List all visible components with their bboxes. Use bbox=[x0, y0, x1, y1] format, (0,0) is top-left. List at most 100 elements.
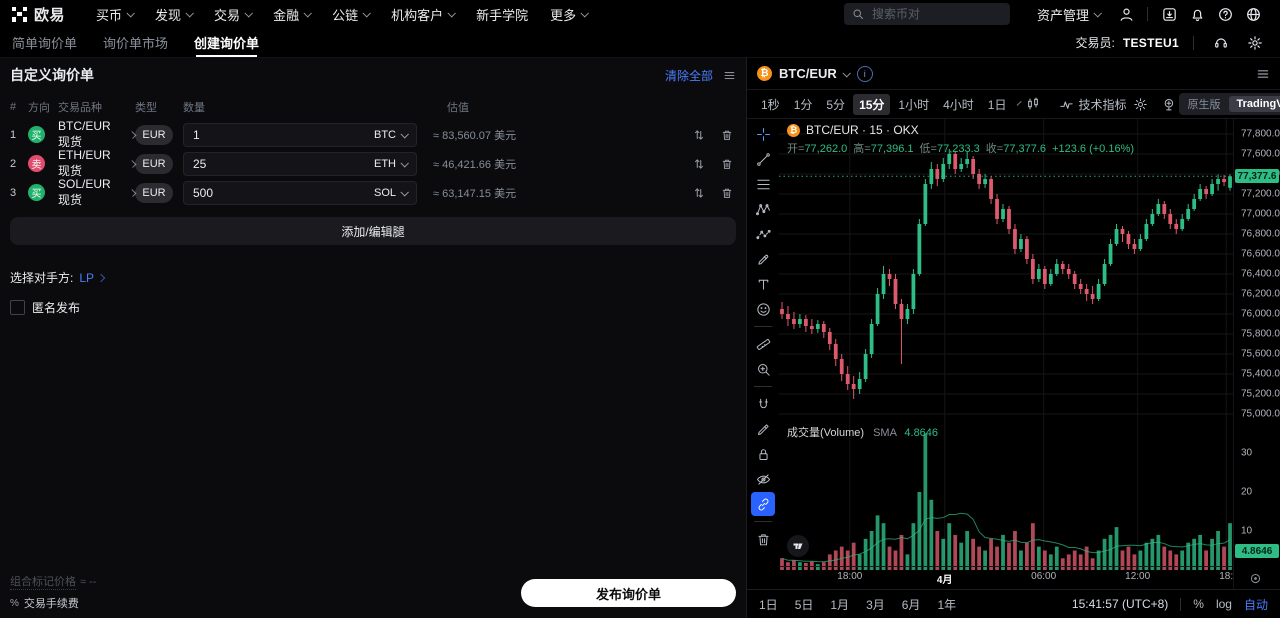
support-icon[interactable] bbox=[1208, 30, 1234, 56]
list-icon[interactable] bbox=[1256, 67, 1270, 81]
nav-item-4[interactable]: 公链 bbox=[321, 5, 380, 24]
native-version-segment[interactable]: 原生版 bbox=[1187, 99, 1221, 111]
candle-style-icon[interactable] bbox=[1025, 93, 1041, 115]
range-4[interactable]: 6月 bbox=[901, 597, 921, 612]
xabcd-pattern-icon[interactable] bbox=[751, 197, 775, 221]
range-3[interactable]: 3月 bbox=[866, 597, 885, 612]
gear-icon[interactable] bbox=[1242, 30, 1268, 56]
pair-selector[interactable]: BTC/EUR bbox=[779, 66, 851, 81]
pair-selector[interactable]: BTC/EUR 现货 bbox=[58, 119, 137, 150]
bell-icon[interactable] bbox=[1184, 1, 1210, 27]
chevron-down-icon[interactable] bbox=[1017, 100, 1023, 106]
okx-logo[interactable]: 欧易 bbox=[12, 4, 65, 25]
drawing-mode-icon[interactable] bbox=[751, 417, 775, 441]
pair-selector[interactable]: SOL/EUR 现货 bbox=[58, 177, 137, 208]
candlestick-chart[interactable] bbox=[779, 119, 1233, 570]
nav-item-6[interactable]: 新手学院 bbox=[476, 7, 529, 23]
ruler-icon[interactable] bbox=[751, 332, 775, 356]
magnet-icon[interactable] bbox=[751, 392, 775, 416]
interval-4[interactable]: 1小时 bbox=[898, 97, 930, 112]
price-axis[interactable]: 77,800.077,600.077,400.077,200.077,000.0… bbox=[1233, 119, 1280, 589]
range-0[interactable]: 1日 bbox=[759, 597, 778, 612]
scroll-to-recent-icon[interactable] bbox=[1248, 571, 1263, 586]
log-scale-button[interactable]: log bbox=[1215, 597, 1232, 611]
swap-side-icon[interactable] bbox=[692, 186, 706, 200]
trash-icon[interactable] bbox=[720, 186, 734, 200]
hide-all-icon[interactable] bbox=[751, 467, 775, 491]
trash-icon[interactable] bbox=[751, 527, 775, 551]
link-tool-icon[interactable] bbox=[751, 492, 775, 516]
price-tick: 76,200.0 bbox=[1241, 288, 1280, 300]
asset-dropdown[interactable]: BTC bbox=[374, 129, 409, 141]
interval-0[interactable]: 1秒 bbox=[761, 97, 780, 112]
leg-index: 3 bbox=[10, 186, 17, 199]
fib-lines-icon[interactable] bbox=[751, 172, 775, 196]
nav-item-2[interactable]: 交易 bbox=[203, 5, 262, 24]
counterparty-link[interactable]: LP bbox=[79, 271, 106, 285]
auto-scale-button[interactable]: 自动 bbox=[1243, 597, 1268, 612]
crosshair-icon[interactable] bbox=[751, 122, 775, 146]
lock-all-icon[interactable] bbox=[751, 442, 775, 466]
info-icon[interactable]: i bbox=[856, 65, 873, 82]
panel-menu-icon[interactable] bbox=[723, 69, 736, 82]
interval-1[interactable]: 1分 bbox=[793, 97, 813, 112]
compare-icon[interactable] bbox=[1162, 93, 1177, 115]
tradingview-logo[interactable] bbox=[787, 535, 809, 557]
swap-side-icon[interactable] bbox=[692, 157, 706, 171]
wave-pattern-icon[interactable] bbox=[751, 222, 775, 246]
nav-item-1[interactable]: 发现 bbox=[144, 5, 203, 24]
publish-rfq-button[interactable]: 发布询价单 bbox=[521, 579, 736, 607]
globe-icon[interactable] bbox=[1240, 1, 1266, 27]
text-tool-icon[interactable] bbox=[751, 272, 775, 296]
swap-side-icon[interactable] bbox=[692, 128, 706, 142]
pair-selector[interactable]: ETH/EUR 现货 bbox=[58, 148, 137, 179]
interval-3[interactable]: 15分 bbox=[853, 93, 891, 115]
valuation: ≈ 63,147.15 美元 bbox=[433, 187, 517, 200]
range-2[interactable]: 1月 bbox=[830, 597, 850, 612]
asset-management-label: 资产管理 bbox=[1036, 7, 1089, 23]
add-edit-leg-button[interactable]: 添加/编辑腿 bbox=[10, 217, 736, 245]
currency-pill[interactable]: EUR bbox=[135, 182, 173, 203]
asset-management-menu[interactable]: 资产管理 bbox=[1026, 5, 1111, 24]
amount-input[interactable]: 1 BTC bbox=[183, 122, 417, 147]
asset-dropdown[interactable]: SOL bbox=[374, 187, 409, 199]
brush-icon[interactable] bbox=[751, 247, 775, 271]
anonymous-checkbox[interactable] bbox=[10, 300, 25, 315]
tab-0[interactable]: 简单询价单 bbox=[12, 36, 78, 51]
zoom-in-icon[interactable] bbox=[751, 357, 775, 381]
trendline-icon[interactable] bbox=[751, 147, 775, 171]
download-icon[interactable] bbox=[1156, 1, 1182, 27]
user-icon[interactable] bbox=[1113, 1, 1139, 27]
col-side: 方向 bbox=[28, 102, 50, 114]
amount-input[interactable]: 25 ETH bbox=[183, 151, 417, 176]
indicators-button[interactable]: 技术指标 bbox=[1055, 96, 1130, 113]
search-box[interactable] bbox=[843, 3, 1010, 25]
tab-1[interactable]: 询价单市场 bbox=[103, 36, 169, 51]
interval-6[interactable]: 1日 bbox=[987, 97, 1007, 112]
currency-pill[interactable]: EUR bbox=[135, 124, 173, 145]
currency-pill[interactable]: EUR bbox=[135, 153, 173, 174]
range-5[interactable]: 1年 bbox=[937, 597, 957, 612]
percent-scale-button[interactable]: % bbox=[1193, 597, 1204, 611]
time-axis[interactable]: 18:00 4月 06:00 12:00 18: bbox=[779, 566, 1233, 589]
nav-item-7[interactable]: 更多 bbox=[539, 5, 598, 24]
emoji-icon[interactable] bbox=[751, 297, 775, 321]
trash-icon[interactable] bbox=[720, 157, 734, 171]
interval-2[interactable]: 5分 bbox=[826, 97, 846, 112]
question-icon[interactable] bbox=[1212, 1, 1238, 27]
nav-item-5[interactable]: 机构客户 bbox=[380, 5, 465, 24]
trash-icon[interactable] bbox=[720, 128, 734, 142]
search-input[interactable] bbox=[869, 6, 1002, 22]
range-1[interactable]: 5日 bbox=[794, 597, 814, 612]
fee-label[interactable]: 交易手续费 bbox=[23, 598, 79, 610]
nav-item-0[interactable]: 买币 bbox=[85, 5, 144, 24]
amount-input[interactable]: 500 SOL bbox=[183, 180, 417, 205]
tab-2[interactable]: 创建询价单 bbox=[194, 28, 259, 57]
interval-5[interactable]: 4小时 bbox=[943, 97, 974, 112]
clear-all-link[interactable]: 清除全部 bbox=[664, 68, 713, 83]
tradingview-segment[interactable]: TradingView bbox=[1228, 96, 1280, 112]
asset-dropdown[interactable]: ETH bbox=[374, 158, 409, 170]
nav-item-3[interactable]: 金融 bbox=[262, 5, 321, 24]
chart-plot[interactable]: ₿ BTC/EUR · 15 · OKX 开=77,262.0 高=77,396.… bbox=[779, 119, 1233, 589]
gear-icon[interactable] bbox=[1133, 93, 1148, 115]
